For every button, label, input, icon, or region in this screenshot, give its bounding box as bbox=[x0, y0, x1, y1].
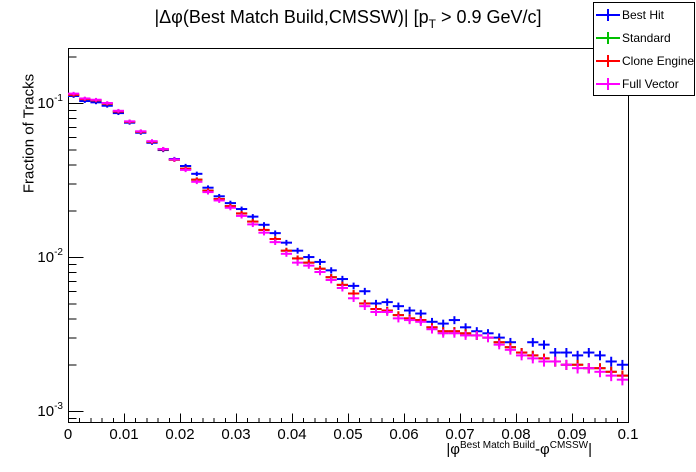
y-tick-label: 10-1 bbox=[37, 93, 63, 112]
legend-box: Best Hit Standard Clone Engine Full Vect… bbox=[593, 2, 695, 96]
data-series-best-hit bbox=[68, 94, 628, 370]
cross-marker-icon bbox=[596, 77, 620, 90]
x-tick-label: 0.08 bbox=[501, 426, 530, 443]
data-series-clone-engine bbox=[68, 93, 628, 382]
x-tick-label: 0.03 bbox=[221, 426, 250, 443]
legend-label: Clone Engine bbox=[622, 53, 695, 68]
x-tick-label: 0 bbox=[64, 426, 72, 443]
x-title-sup2: CMSSW bbox=[549, 440, 589, 451]
legend-item-standard: Standard bbox=[594, 26, 694, 49]
x-tick-label: 0.09 bbox=[557, 426, 586, 443]
y-tick-label: 10-2 bbox=[37, 247, 63, 266]
title-text: |Δφ(Best Match Build,CMSSW)| [p bbox=[154, 7, 429, 27]
x-tick-label: 0.07 bbox=[445, 426, 474, 443]
legend-item-full-vector: Full Vector bbox=[594, 72, 694, 95]
x-tick-label: 0.1 bbox=[618, 426, 639, 443]
x-title-phi: |φ bbox=[446, 441, 460, 458]
x-title-sup1: Best Match Build bbox=[459, 440, 536, 451]
legend-label: Full Vector bbox=[622, 76, 679, 91]
data-series-standard bbox=[68, 93, 628, 382]
legend-label: Standard bbox=[622, 30, 671, 45]
title-text-suffix: > 0.9 GeV/c] bbox=[435, 7, 542, 27]
x-tick-label: 0.05 bbox=[333, 426, 362, 443]
legend-item-clone-engine: Clone Engine bbox=[594, 49, 694, 72]
x-tick-label: 0.01 bbox=[109, 426, 138, 443]
cross-marker-icon bbox=[596, 8, 620, 21]
cross-marker-icon bbox=[596, 54, 620, 67]
title-subscript: T bbox=[428, 17, 436, 31]
x-axis-title: |φBest Match Build-φCMSSW| bbox=[446, 440, 592, 458]
x-title-minus-phi: -φ bbox=[535, 441, 550, 458]
y-tick-label: 10-3 bbox=[37, 401, 63, 420]
x-tick-label: 0.02 bbox=[165, 426, 194, 443]
plot-title: |Δφ(Best Match Build,CMSSW)| [pT > 0.9 G… bbox=[0, 7, 696, 31]
data-series-full-vector bbox=[68, 91, 628, 386]
x-tick-label: 0.06 bbox=[389, 426, 418, 443]
legend-item-best-hit: Best Hit bbox=[594, 3, 694, 26]
x-title-bar: | bbox=[588, 441, 592, 458]
cross-marker-icon bbox=[596, 31, 620, 44]
y-axis-title: Fraction of Tracks bbox=[20, 73, 38, 194]
legend-label: Best Hit bbox=[622, 7, 665, 22]
x-tick-label: 0.04 bbox=[277, 426, 306, 443]
axes bbox=[68, 48, 629, 423]
